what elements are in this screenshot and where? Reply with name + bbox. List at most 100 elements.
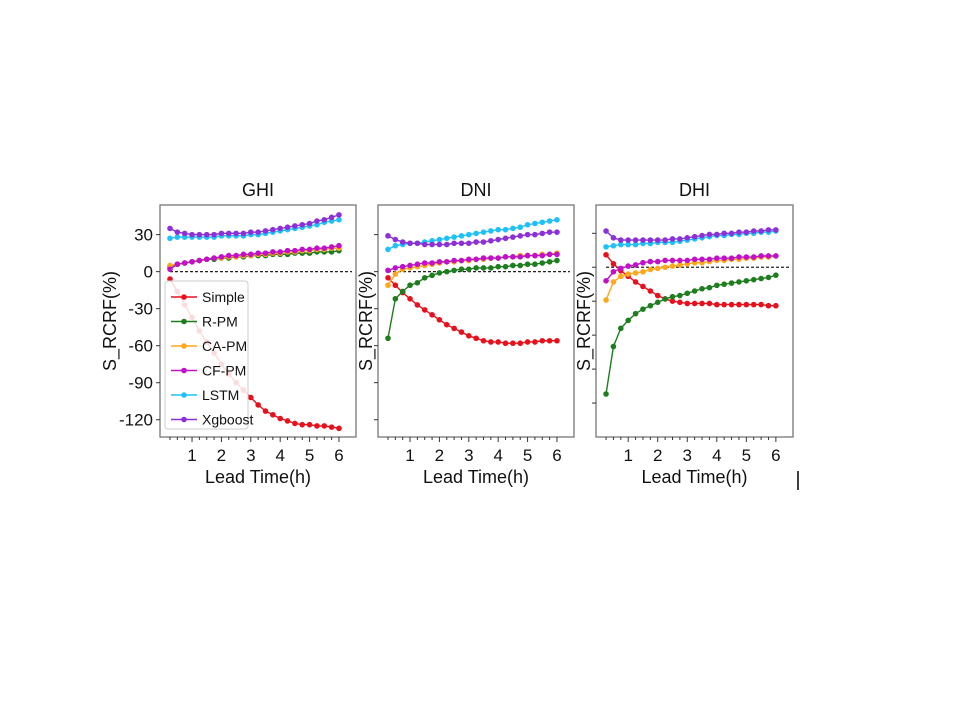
data-point [603,278,609,284]
data-point [765,227,772,233]
data-point [669,293,676,300]
data-point [385,246,391,253]
data-point [632,310,639,317]
y-tick-label: -60 [128,337,153,356]
legend-entry-cf-pm: CF-PM [171,363,246,379]
data-point [495,263,501,270]
x-tick-label: 1 [405,446,414,465]
data-point [743,278,750,284]
data-point [713,282,720,289]
data-point [248,229,254,235]
data-point [546,337,553,344]
data-point [399,263,406,270]
data-point [306,220,313,227]
data-point [495,226,501,233]
data-point [262,408,269,414]
legend-marker [181,343,187,349]
data-point [181,230,188,237]
data-point [546,251,553,258]
data-point [495,339,501,345]
data-point [451,234,457,240]
data-point [174,229,181,235]
data-point [203,256,210,263]
data-point [488,255,494,261]
data-point [721,255,727,261]
data-point [392,265,399,271]
data-point [284,247,291,254]
data-point [306,421,313,428]
data-point [466,231,472,238]
data-point [699,300,705,307]
data-point [336,425,342,432]
data-point [277,225,283,232]
data-point [292,420,298,427]
x-tick-label: 6 [334,446,343,465]
data-point [392,242,399,249]
x-tick-label: 3 [464,446,473,465]
data-point [189,258,195,265]
data-point [728,255,735,261]
legend-marker [181,318,187,325]
data-point [554,337,560,344]
legend-marker [181,416,187,423]
data-point [436,258,443,265]
legend-entry-xgboost: Xgboost [171,412,253,428]
y-axis-label: S_RCRF(%) [100,271,121,371]
data-point [299,246,306,253]
data-point [524,221,531,228]
data-point [728,280,735,286]
data-point [554,257,560,264]
data-point [240,251,247,258]
data-point [392,295,399,302]
data-point [429,260,435,266]
x-tick-label: 4 [712,446,721,465]
data-point [610,279,617,285]
data-point [421,241,428,248]
data-point [407,295,413,302]
data-point [743,254,750,260]
data-point [773,253,779,259]
data-point [473,239,479,245]
data-point [669,236,676,242]
data-point [167,266,173,272]
data-point [736,254,742,260]
data-point [255,250,261,256]
data-point [684,257,691,264]
data-point [421,260,428,266]
data-point [632,262,639,268]
data-point [554,229,560,235]
data-point [750,254,757,260]
data-point [203,231,210,238]
data-point [654,292,661,299]
x-tick-label: 3 [683,446,692,465]
data-point [773,302,779,309]
legend: Simple R-PM CA-PM CF-PM LSTM Xgboost [164,280,253,430]
data-point [736,229,742,235]
data-point [706,300,713,307]
data-point [292,223,298,229]
data-point [196,231,203,238]
data-point [473,265,479,271]
legend-box [164,280,249,430]
data-point [495,236,501,243]
data-point [399,288,406,295]
panel-dhi: DHI 1 2 3 4 5 6 Lead Time(h) S_RCRF(%) [574,180,794,487]
data-point [414,279,421,286]
data-point [466,266,472,272]
data-point [654,237,661,243]
data-point [458,240,465,247]
data-point [255,229,261,235]
x-axis-label: Lead Time(h) [423,467,529,487]
data-point [640,306,646,312]
panel-title: GHI [242,180,274,200]
data-point [473,230,479,237]
x-tick-label: 5 [523,446,532,465]
data-point [736,279,742,285]
data-point [721,230,727,237]
data-point [248,394,254,401]
data-point [314,245,320,251]
data-point [443,321,450,328]
data-point [211,231,217,238]
data-point [691,300,698,307]
panel-dni: DNI 1 2 3 4 5 6 Lead Time(h) S_RCRF(%) [356,180,575,487]
